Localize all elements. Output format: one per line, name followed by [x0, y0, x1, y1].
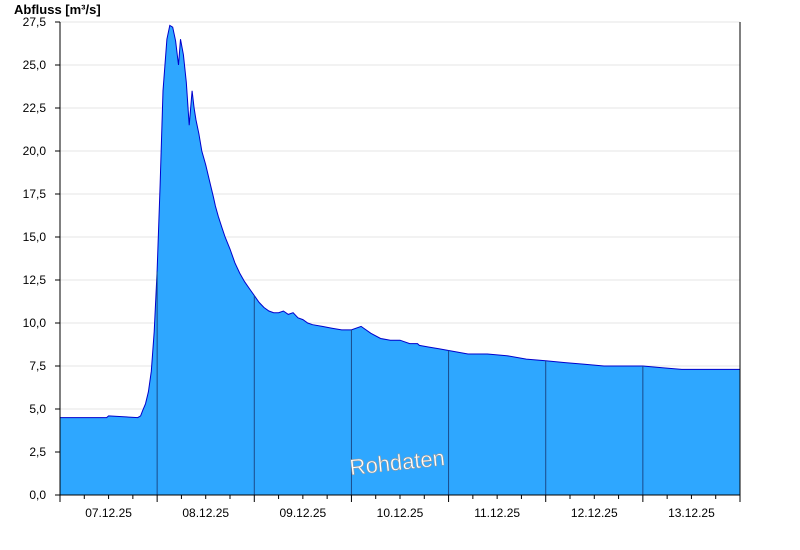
y-tick-label: 5,0	[29, 402, 46, 416]
x-tick-label: 09.12.25	[279, 506, 326, 520]
x-tick-label: 10.12.25	[377, 506, 424, 520]
x-tick-label: 11.12.25	[474, 506, 520, 520]
y-tick-label: 7,5	[29, 359, 46, 373]
x-tick-label: 08.12.25	[182, 506, 229, 520]
discharge-area	[60, 25, 740, 496]
y-axis-ticks: 0,0 2,5 5,0 7,5 10,0 12,5 15,0 17,5 20,0 22,5 25,0…	[23, 15, 60, 502]
x-tick-label: 12.12.25	[571, 506, 618, 520]
y-tick-label: 15,0	[23, 230, 47, 244]
y-tick-label: 10,0	[23, 316, 47, 330]
day-separator-lines	[156, 271, 644, 495]
x-axis-ticks: 07.12.25 08.12.25 09.12.25 10.12.25 11.12.25…	[59, 495, 741, 520]
y-tick-label: 2,5	[29, 445, 46, 459]
discharge-line	[60, 24, 740, 419]
x-tick-label: 13.12.25	[668, 506, 715, 520]
y-tick-label: 25,0	[23, 58, 47, 72]
y-tick-label: 0,0	[29, 488, 46, 502]
y-tick-label: 20,0	[23, 144, 47, 158]
x-tick-label: 07.12.25	[85, 506, 132, 520]
y-tick-label: 12,5	[23, 273, 47, 287]
y-tick-label: 27,5	[23, 15, 47, 29]
y-tick-label: 22,5	[23, 101, 47, 115]
y-tick-label: 17,5	[23, 187, 47, 201]
y-axis-label: Abfluss [m³/s]	[14, 2, 101, 17]
data-area	[60, 24, 740, 496]
